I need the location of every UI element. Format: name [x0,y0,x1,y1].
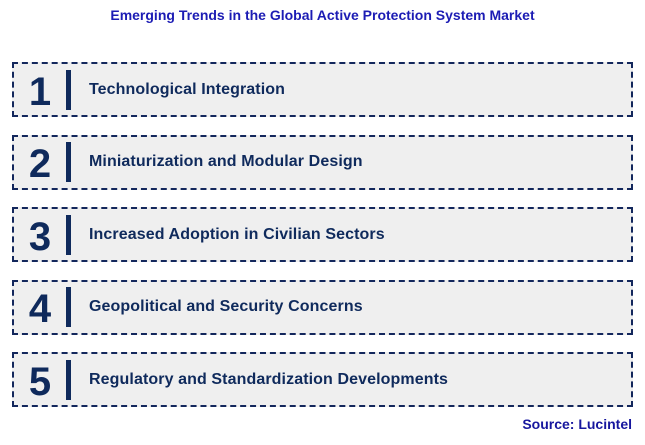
trend-item-5: 5 Regulatory and Standardization Develop… [12,352,633,407]
trend-item-1: 1 Technological Integration [12,62,633,117]
vertical-divider [66,142,71,182]
trend-item-2: 2 Miniaturization and Modular Design [12,134,633,190]
trend-number: 1 [28,69,52,114]
trend-list: 1 Technological Integration 2 Miniaturiz… [12,62,633,407]
trend-number: 2 [28,142,52,186]
trend-item-4: 4 Geopolitical and Security Concerns [12,279,633,335]
trend-label: Regulatory and Standardization Developme… [89,370,449,388]
trend-number: 5 [28,359,52,404]
trend-number: 4 [28,287,52,331]
vertical-divider [66,359,71,400]
vertical-divider [66,214,71,255]
trend-item-3: 3 Increased Adoption in Civilian Sectors [12,207,633,262]
trend-label: Geopolitical and Security Concerns [89,298,363,315]
source-attribution: Source: Lucintel [522,416,632,432]
trend-label: Miniaturization and Modular Design [89,153,363,170]
page-title: Emerging Trends in the Global Active Pro… [110,7,535,23]
trend-label: Technological Integration [89,80,285,98]
trend-label: Increased Adoption in Civilian Sectors [89,225,385,243]
vertical-divider [66,69,71,110]
vertical-divider [66,287,71,327]
trend-number: 3 [28,214,52,259]
